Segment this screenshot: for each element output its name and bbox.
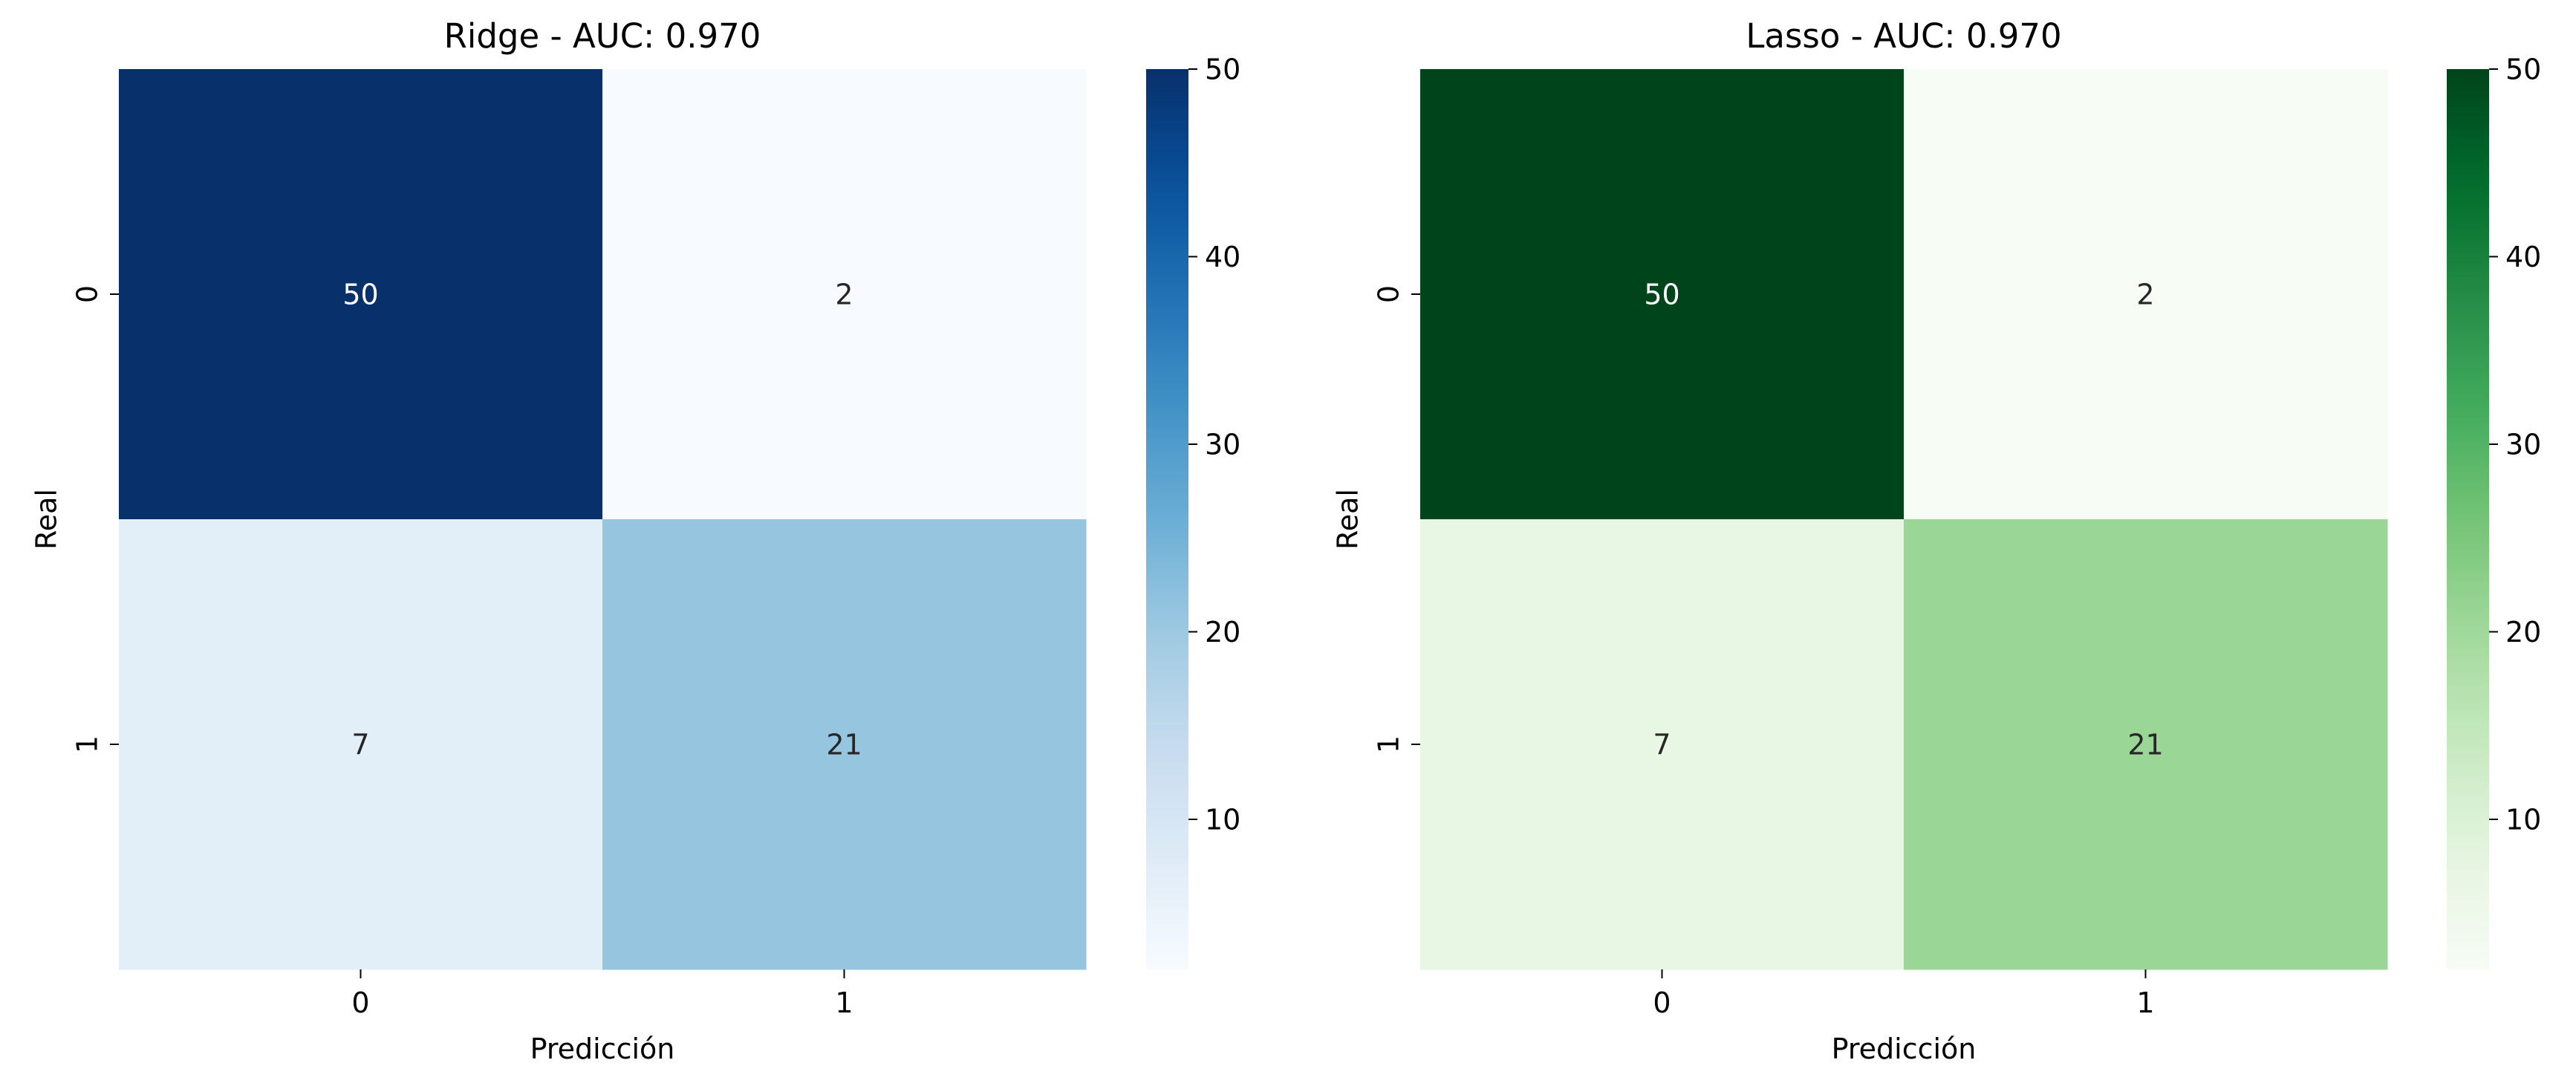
heatmap-cell <box>602 69 1087 520</box>
heatmap-cell <box>1420 519 1905 970</box>
heatmap-cell <box>119 69 603 520</box>
colorbar-tick-label: 40 <box>2505 241 2541 273</box>
colorbar <box>2447 69 2489 969</box>
cell-value-label: 2 <box>835 278 853 311</box>
y-tick-label: 0 <box>1373 285 1405 303</box>
cell-value-label: 50 <box>342 278 378 311</box>
colorbar-tick-label: 20 <box>1205 616 1240 648</box>
heatmap-cell <box>1420 69 1905 520</box>
chart-title: Lasso - AUC: 0.970 <box>1746 16 2061 56</box>
colorbar-tick-label: 10 <box>1205 803 1240 836</box>
lasso-confusion-matrix-panel: Lasso - AUC: 0.970 50 2 7 21 0 1 Predicción 0 1 Re… <box>1332 16 2542 1065</box>
heatmap-cell <box>1904 519 2388 970</box>
cell-value-label: 21 <box>2127 728 2163 761</box>
ridge-confusion-matrix-panel: Ridge - AUC: 0.970 50 2 7 21 0 1 Predicción 0 1 Re… <box>30 16 1241 1065</box>
colorbar <box>1146 69 1188 969</box>
cell-value-label: 7 <box>351 728 369 761</box>
colorbar-tick-label: 30 <box>1205 428 1240 461</box>
heatmap-cell <box>602 519 1087 970</box>
cell-value-label: 2 <box>2136 278 2154 311</box>
colorbar-tick-label: 30 <box>2505 428 2541 461</box>
y-axis-label: Real <box>30 489 63 550</box>
colorbar-tick-label: 40 <box>1205 241 1240 273</box>
x-tick-label: 0 <box>1653 986 1671 1019</box>
x-tick-label: 0 <box>351 986 369 1019</box>
cell-value-label: 21 <box>826 728 862 761</box>
x-axis-label: Predicción <box>1832 1033 1977 1065</box>
y-tick-label: 1 <box>71 735 104 753</box>
heatmap-cell <box>1904 69 2388 520</box>
colorbar-tick-label: 50 <box>2505 53 2541 85</box>
chart-title: Ridge - AUC: 0.970 <box>444 16 761 56</box>
y-tick-label: 1 <box>1373 735 1405 753</box>
colorbar-tick-label: 20 <box>2505 616 2541 648</box>
cell-value-label: 7 <box>1653 728 1671 761</box>
heatmap-cell <box>119 519 603 970</box>
x-tick-label: 1 <box>2136 986 2154 1019</box>
x-tick-label: 1 <box>835 986 853 1019</box>
colorbar-tick-label: 50 <box>1205 53 1240 85</box>
y-axis-label: Real <box>1332 489 1365 550</box>
colorbar-tick-label: 10 <box>2505 803 2541 836</box>
cell-value-label: 50 <box>1644 278 1679 311</box>
y-tick-label: 0 <box>71 285 104 303</box>
x-axis-label: Predicción <box>530 1033 675 1065</box>
